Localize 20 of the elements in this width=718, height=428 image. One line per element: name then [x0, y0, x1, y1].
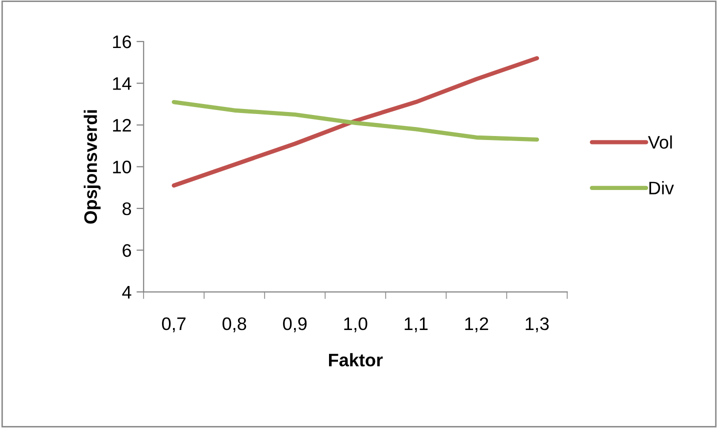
x-tick-label: 0,8	[222, 317, 246, 332]
line-series	[172, 56, 540, 188]
y-tick-label: 4	[122, 286, 132, 298]
legend-label: Vol	[648, 135, 672, 149]
y-tick-label: 16	[113, 35, 132, 48]
y-tick-label: 14	[113, 77, 132, 90]
y-tick-label: 6	[122, 244, 131, 257]
y-tick-label: 8	[122, 202, 132, 216]
x-tick-label: 1,2	[465, 317, 488, 332]
x-tick-label: 1,0	[344, 317, 368, 332]
legend-label: Div	[649, 181, 674, 194]
x-tick-label: 0,7	[162, 317, 186, 332]
x-tick-label: 1,1	[404, 318, 428, 332]
y-tick-label: 12	[113, 118, 131, 132]
y-tick-label: 10	[113, 160, 132, 174]
x-tick-label: 0,9	[283, 317, 307, 332]
x-tick-label: 1,3	[526, 317, 549, 332]
x-axis-title: Faktor	[329, 353, 383, 366]
line-series	[172, 100, 540, 142]
y-axis-title: Opsjonsverdi	[84, 110, 101, 224]
